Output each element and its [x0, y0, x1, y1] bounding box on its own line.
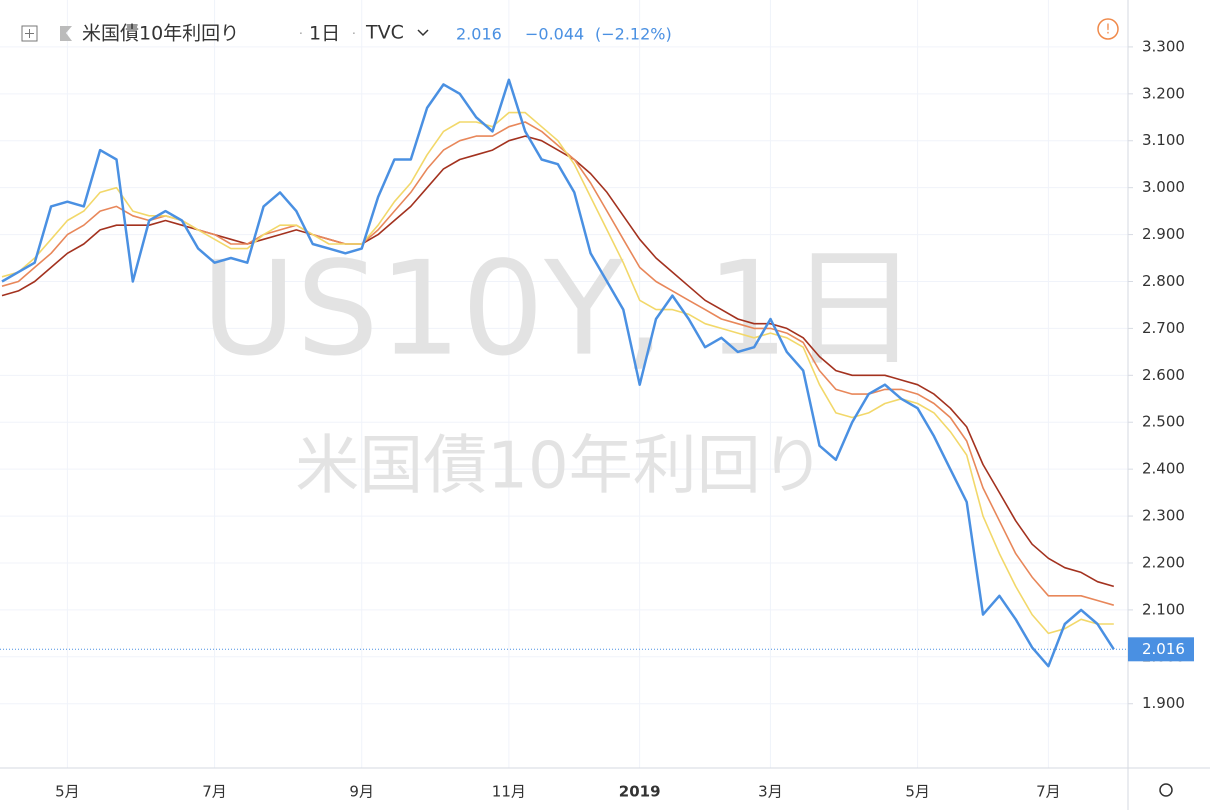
y-tick-label: 3.300: [1142, 37, 1185, 55]
y-tick-label: 3.000: [1142, 178, 1185, 196]
separator: ·: [352, 27, 356, 41]
x-tick-label: 11月: [492, 783, 526, 801]
price-line: [1, 78, 1115, 668]
separator: ·: [299, 27, 303, 41]
interval[interactable]: 1日: [309, 23, 340, 45]
ribbon-line: [1, 135, 1115, 588]
y-tick-label: 2.200: [1142, 553, 1185, 571]
x-tick-label: 9月: [349, 783, 374, 801]
symbol-title[interactable]: 米国債10年利回り: [82, 23, 239, 45]
y-tick-label: 2.100: [1142, 600, 1185, 618]
y-tick-label: 2.500: [1142, 413, 1185, 431]
change: −0.044: [525, 25, 584, 44]
flag-icon[interactable]: [60, 26, 72, 41]
watermark-title: 米国債10年利回り: [295, 430, 824, 504]
ribbon-line: [1, 111, 1114, 635]
x-tick-label: 5月: [55, 783, 80, 801]
y-tick-label: 2.700: [1142, 319, 1185, 337]
y-tick-label: 1.900: [1142, 694, 1185, 712]
plot: [0, 78, 1128, 668]
change-percent: (−2.12%): [595, 25, 672, 44]
y-tick-label: 2.800: [1142, 272, 1185, 290]
settings-icon[interactable]: [1159, 783, 1173, 797]
x-tick-label: 2019: [619, 783, 661, 801]
watermark-symbol: US10Y, 1日: [201, 233, 919, 385]
last-price-label: 2.016: [1142, 640, 1185, 658]
x-tick-label: 5月: [905, 783, 930, 801]
x-tick-label: 3月: [758, 783, 783, 801]
x-tick-label: 7月: [1036, 783, 1061, 801]
y-tick-label: 2.400: [1142, 460, 1185, 478]
source[interactable]: TVC: [365, 22, 404, 44]
add-icon[interactable]: [21, 25, 38, 42]
axes: 1.9002.0002.1002.2002.3002.4002.5002.600…: [55, 37, 1194, 801]
last-price-box: [1128, 637, 1194, 662]
y-tick-label: 2.900: [1142, 225, 1185, 243]
dropdown-icon[interactable]: [417, 29, 429, 37]
x-tick-label: 7月: [202, 783, 227, 801]
grid: [0, 0, 1128, 768]
alert-icon[interactable]: [1097, 18, 1119, 40]
last-value: 2.016: [456, 25, 502, 44]
y-tick-label: 3.100: [1142, 131, 1185, 149]
alert-icon: !: [1105, 23, 1110, 38]
y-tick-label: 2.600: [1142, 366, 1185, 384]
y-tick-label: 2.300: [1142, 507, 1185, 525]
y-tick-label: 3.200: [1142, 84, 1185, 102]
